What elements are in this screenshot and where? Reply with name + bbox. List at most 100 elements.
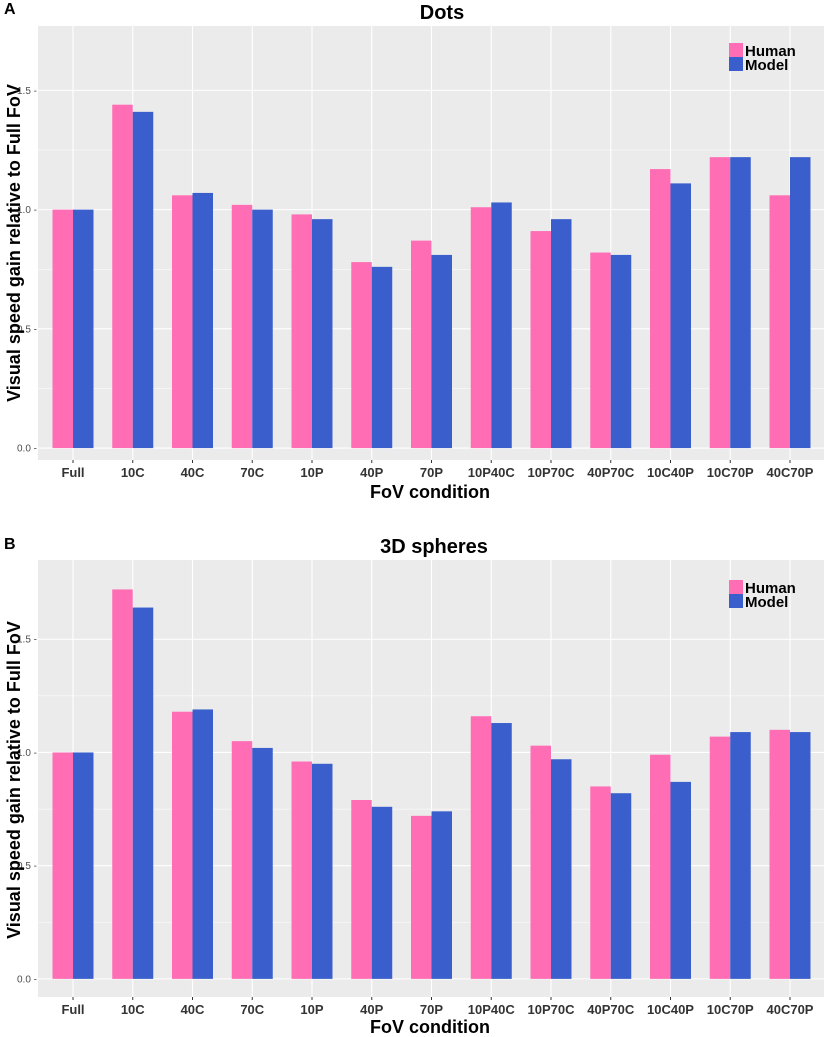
x-category-label-a: 40P70C <box>587 465 635 480</box>
legend-swatch-human-a <box>729 43 743 57</box>
y-ticks-b: 0.0 - 0.5 - 1.0 - 1.5 - <box>17 635 37 986</box>
x-category-label-a: 40P <box>360 465 383 480</box>
bar-human-10c-a <box>112 104 133 449</box>
y-tick-label-a: 0.5 - <box>17 324 37 335</box>
bar-model-10p-a <box>312 219 333 449</box>
legend-a: Human Model <box>729 43 796 74</box>
x-axis-title-b: FoV condition <box>370 1017 490 1037</box>
bar-human-40p70c-b <box>590 786 611 979</box>
bar-human-full-a <box>52 209 73 449</box>
bar-human-10c-b <box>112 589 133 979</box>
y-axis-title-b: Visual speed gain relative to Full FoV <box>4 621 24 939</box>
y-tick-label-b: 0.5 - <box>17 861 37 872</box>
bar-human-10c40p-a <box>650 169 671 449</box>
bar-human-70c-a <box>231 204 253 449</box>
legend-swatch-model-a <box>729 57 743 71</box>
bar-human-40c70p-b <box>769 729 790 979</box>
x-category-label-a: 10P70C <box>528 465 576 480</box>
y-ticks-a: 0.0 - 0.5 - 1.0 - 1.5 - <box>17 86 37 455</box>
x-category-label-a: 40C <box>181 465 205 480</box>
bar-human-40p-a <box>351 262 372 449</box>
bar-model-40p-a <box>371 266 393 449</box>
chart-title-b: 3D spheres <box>380 536 488 558</box>
bar-human-10p-a <box>291 214 312 449</box>
y-axis-title-a: Visual speed gain relative to Full FoV <box>4 84 24 402</box>
bar-model-40c-a <box>192 192 213 449</box>
y-tick-label-a: 1.0 - <box>17 205 37 216</box>
legend-label-human-b: Human <box>745 580 796 597</box>
panel-b: B 3D spheres 0.0 - 0.5 - 1.0 - 1.5 - Full 10… <box>4 536 824 1037</box>
bar-model-40c70p-a <box>790 157 811 449</box>
x-category-label-a: 10P40C <box>468 465 516 480</box>
y-tick-label-b: 1.0 - <box>17 748 37 759</box>
bar-human-10c70p-b <box>709 736 731 979</box>
x-category-label-b: 70P <box>420 1002 443 1017</box>
bars-b <box>52 589 811 979</box>
x-axis-title-a: FoV condition <box>370 482 490 502</box>
x-category-label-b: 10P40C <box>468 1002 516 1017</box>
legend-label-human-a: Human <box>745 43 796 60</box>
bar-human-full-b <box>52 752 73 979</box>
bar-human-10c70p-a <box>709 157 731 449</box>
bar-model-40p70c-a <box>610 254 632 449</box>
y-tick-label-b: 1.5 - <box>17 635 37 646</box>
bar-model-70p-b <box>431 811 452 979</box>
legend-swatch-model-b <box>729 594 743 608</box>
x-category-label-b: 10C40P <box>647 1002 694 1017</box>
bar-human-40c-b <box>172 711 193 979</box>
x-category-label-a: 70C <box>240 465 264 480</box>
bar-model-10p70c-b <box>551 759 572 979</box>
panel-a: A Dots 0.0 -0.5 -1.0 -1.5 - Full 10C 40C 70… <box>4 1 824 502</box>
x-category-label-b: Full <box>61 1002 84 1017</box>
bar-human-40c-a <box>172 195 193 449</box>
y-tick-label-a: 0.0 - <box>17 444 37 455</box>
bar-model-full-b <box>73 752 94 979</box>
bar-model-40p-b <box>371 806 393 979</box>
bar-model-40c-b <box>192 709 213 979</box>
bar-human-10c40p-b <box>650 754 671 979</box>
legend-label-model-a: Model <box>745 57 788 74</box>
panel-letter-a: A <box>4 1 16 18</box>
bar-model-70p-a <box>431 254 452 449</box>
bar-model-10c70p-b <box>730 732 751 979</box>
bar-model-40c70p-b <box>790 732 811 979</box>
x-category-label-b: 40C <box>181 1002 205 1017</box>
bar-model-10p40c-a <box>491 202 512 449</box>
x-category-label-b: 40P70C <box>587 1002 635 1017</box>
bar-model-10c40p-a <box>670 183 691 449</box>
bar-human-70c-b <box>231 741 253 979</box>
bar-human-70p-b <box>411 815 432 979</box>
x-category-label-b: 10C70P <box>707 1002 754 1017</box>
bar-model-10p70c-a <box>551 219 572 449</box>
x-category-label-b: 10P70C <box>528 1002 576 1017</box>
bar-model-10p-b <box>312 763 333 979</box>
bar-human-40p-b <box>351 800 372 979</box>
x-categories-a: Full 10C 40C 70C 10P 40P 70P 10P40C 10P70C 40P70C… <box>61 460 814 480</box>
x-category-label-b: 10P <box>300 1002 323 1017</box>
bar-model-40p70c-b <box>610 793 632 979</box>
x-category-label-a: 40C70P <box>767 465 814 480</box>
legend-label-model-b: Model <box>745 594 788 611</box>
x-category-label-b: 40P <box>360 1002 383 1017</box>
panel-letter-b: B <box>4 536 16 553</box>
x-category-label-a: 10C40P <box>647 465 694 480</box>
x-category-label-a: 10C70P <box>707 465 754 480</box>
x-category-label-b: 10C <box>121 1002 145 1017</box>
legend-b: Human Model <box>729 580 796 611</box>
bar-human-10p70c-a <box>530 231 551 449</box>
bar-human-10p40c-b <box>470 716 492 979</box>
x-category-label-a: 10P <box>300 465 323 480</box>
bar-model-70c-b <box>252 747 273 979</box>
bar-human-10p70c-b <box>530 745 551 979</box>
bar-model-10p40c-b <box>491 723 512 979</box>
bar-model-10c-a <box>132 111 154 449</box>
x-categories-b: Full 10C 40C 70C 10P 40P 70P 10P40C 10P70C 40P70C… <box>61 997 814 1017</box>
y-tick-label-a: 1.5 - <box>17 86 37 97</box>
bar-human-10p40c-a <box>470 207 492 449</box>
chart-title-a: Dots <box>420 2 464 24</box>
x-category-label-b: 70C <box>240 1002 264 1017</box>
x-category-label-a: 10C <box>121 465 145 480</box>
y-tick-label-b: 0.0 - <box>17 974 37 985</box>
bar-model-10c70p-a <box>730 157 751 449</box>
